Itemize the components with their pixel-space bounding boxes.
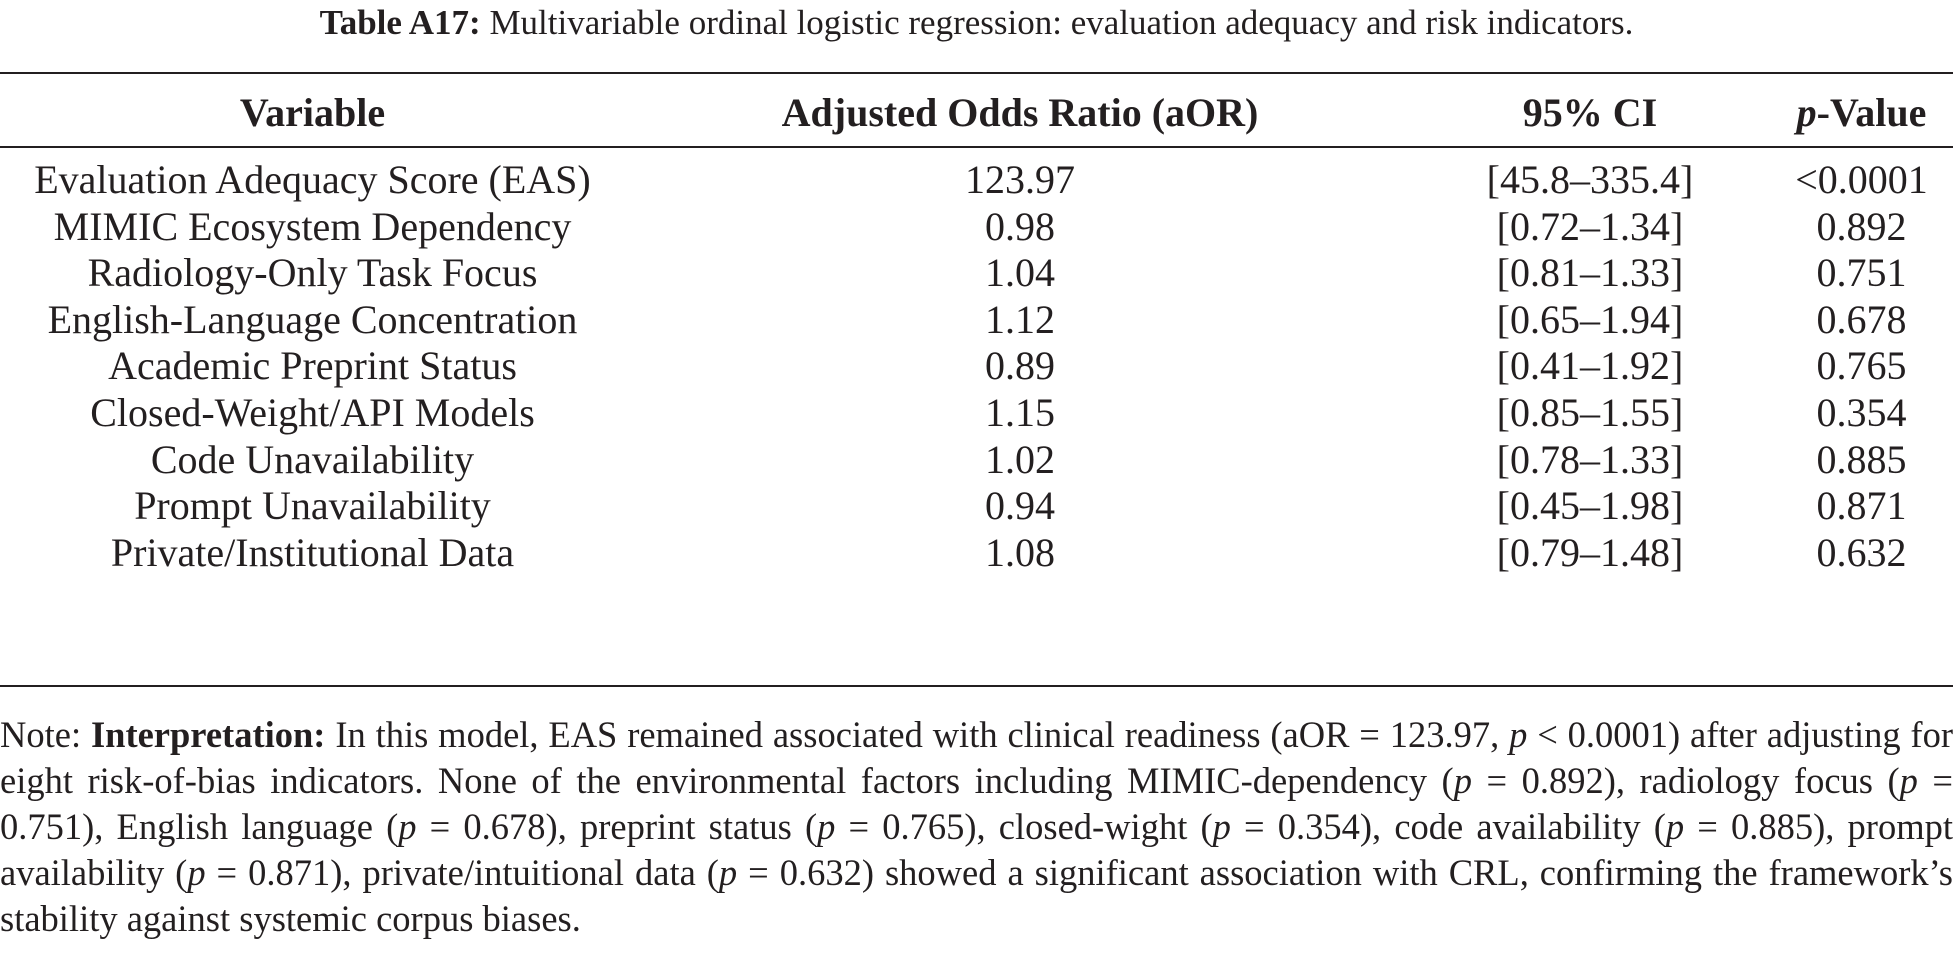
cell-variable: Radiology-Only Task Focus [87,250,538,296]
header-ci: 95% CI [1522,90,1658,135]
table-row: Radiology-Only Task Focus 1.04 [0.81–1.33]… [0,244,1953,302]
note-p-symbol: p [817,806,836,847]
note-text: = 0.751), English language ( [0,760,1953,847]
note-text: = 0.678), preprint status ( [416,806,818,847]
note-text: = 0.354), code availability ( [1230,806,1666,847]
cell-variable: Prompt Unavailability [134,483,491,529]
cell-ci: [0.79–1.48] [1496,529,1684,575]
cell-p-value: 0.751 [1816,250,1907,296]
note-text: = 0.765), closed-wight ( [835,806,1213,847]
cell-aor: 1.02 [985,436,1055,482]
note-text: = 0.871), private/intuitional data ( [205,852,719,893]
cell-aor: 0.98 [985,203,1055,249]
cell-aor: 1.04 [985,250,1055,296]
note-p-symbol: p [1212,806,1231,847]
note-p-symbol: p [187,852,206,893]
cell-variable: English-Language Concentration [47,296,578,342]
note-p-symbol: p [1899,760,1918,801]
note-body: In this model, EAS remained associated w… [0,714,1953,939]
table-note: Note: Interpretation: In this model, EAS… [0,712,1953,942]
note-p-symbol: p [398,806,417,847]
cell-p-value: 0.885 [1816,436,1907,482]
cell-variable: MIMIC Ecosystem Dependency [53,203,572,249]
cell-variable: Private/Institutional Data [110,529,515,575]
cell-aor: 0.89 [985,343,1055,389]
cell-variable: Evaluation Adequacy Score (EAS) [34,157,591,202]
table-row: Closed-Weight/API Models 1.15 [0.85–1.55] 0… [0,384,1953,442]
header-rule [0,146,1953,148]
cell-p-value: 0.871 [1816,483,1907,529]
note-p-symbol: p [1509,714,1528,755]
header-p-italic: p [1796,90,1817,135]
table-row: English-Language Concentration 1.12 [0.65–… [0,291,1953,349]
note-label: Interpretation: [90,714,326,755]
header-p-value: p-Value [1770,84,1953,142]
cell-ci: [0.81–1.33] [1496,250,1684,296]
table-title: Multivariable ordinal logistic regressio… [489,3,1634,42]
header-p-rest: -Value [1816,90,1927,135]
cell-aor: 1.15 [985,390,1055,435]
cell-p-value: 0.765 [1816,343,1907,389]
cell-p-value: 0.892 [1816,203,1907,249]
note-text: = 0.632) showed a significant associatio… [0,852,1953,939]
cell-aor: 1.08 [985,529,1055,575]
note-text: < 0.0001) after adjusting for eight risk… [0,714,1953,801]
note-p-symbol: p [1453,760,1472,801]
table-row: Evaluation Adequacy Score (EAS) 123.97 [45… [0,151,1953,209]
note-text: In this model, EAS remained associated w… [325,714,1510,755]
cell-ci: [0.78–1.33] [1496,436,1684,482]
table-row: Private/Institutional Data 1.08 [0.79–1.48… [0,524,1953,582]
cell-ci: [0.65–1.94] [1496,296,1684,342]
cell-p-value: <0.0001 [1795,157,1928,202]
cell-p-value: 0.678 [1816,296,1907,342]
note-prefix: Note: [0,714,82,755]
cell-aor: 1.12 [985,296,1055,342]
cell-variable: Closed-Weight/API Models [90,390,535,435]
note-p-symbol: p [718,852,738,893]
cell-p-value: 0.632 [1816,529,1907,575]
cell-variable: Code Unavailability [150,436,475,482]
table-label: Table A17: [319,3,481,42]
note-text: = 0.885), prompt availability ( [0,806,1953,893]
table-row: Code Unavailability 1.02 [0.78–1.33] 0.885 [0,431,1953,489]
cell-p-value: 0.354 [1816,390,1907,435]
bottom-rule [0,685,1953,687]
cell-ci: [45.8–335.4] [1486,157,1694,202]
note-p-symbol: p [1665,806,1685,847]
cell-ci: [0.85–1.55] [1496,390,1684,435]
cell-aor: 0.94 [985,483,1055,529]
cell-ci: [0.41–1.92] [1496,343,1684,389]
cell-ci: [0.72–1.34] [1496,203,1684,249]
note-text: = 0.892), radiology focus ( [1471,760,1900,801]
table-caption: Table A17: Multivariable ordinal logisti… [0,0,1953,46]
table-row: MIMIC Ecosystem Dependency 0.98 [0.72–1.34… [0,198,1953,256]
cell-variable: Academic Preprint Status [108,343,517,389]
cell-ci: [0.45–1.98] [1496,483,1684,529]
header-variable: Variable [239,90,386,135]
table-row: Prompt Unavailability 0.94 [0.45–1.98] 0.87… [0,477,1953,535]
header-aor: Adjusted Odds Ratio (aOR) [781,90,1259,135]
cell-aor: 123.97 [965,157,1075,202]
table-row: Academic Preprint Status 0.89 [0.41–1.92] 0… [0,337,1953,395]
top-rule [0,72,1953,74]
header-row: Variable Adjusted Odds Ratio (aOR) 95% C… [0,84,1953,142]
